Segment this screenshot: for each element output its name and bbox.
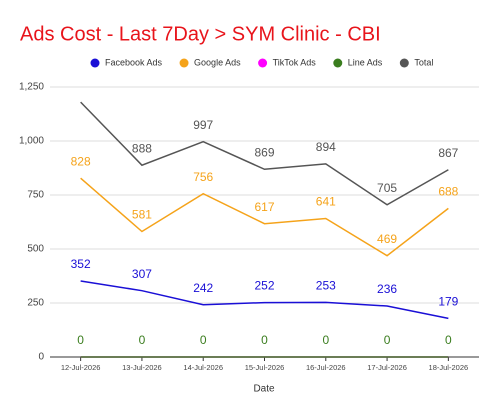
y-tick-label: 1,250: [19, 82, 44, 93]
legend-label: Google Ads: [194, 57, 241, 67]
y-tick-label: 250: [27, 298, 44, 309]
legend-label: Total: [414, 57, 433, 67]
data-label: 641: [316, 195, 336, 209]
data-label: 688: [438, 185, 458, 199]
data-label: 617: [254, 200, 274, 214]
legend-marker: [179, 58, 189, 68]
x-tick-label: 18-Jul-2026: [429, 363, 469, 372]
x-tick-label: 14-Jul-2026: [183, 363, 223, 372]
data-label: 179: [438, 295, 458, 309]
data-label: 756: [193, 170, 213, 184]
series-line: [80, 280, 449, 320]
data-label: 997: [193, 118, 213, 132]
data-label: 236: [377, 282, 397, 296]
y-tick-label: 1,000: [19, 136, 44, 147]
legend-marker: [90, 58, 100, 68]
x-axis-title: Date: [253, 384, 275, 395]
data-label: 0: [445, 333, 452, 347]
x-tick-label: 17-Jul-2026: [367, 363, 407, 372]
data-label: 352: [71, 257, 91, 271]
data-label: 867: [438, 146, 458, 160]
series-line: [80, 177, 449, 257]
chart-title: Ads Cost - Last 7Day > SYM Clinic - CBI: [20, 23, 381, 45]
series-line: [80, 101, 449, 206]
data-label: 252: [254, 279, 274, 293]
data-label: 869: [254, 145, 274, 159]
data-label: 0: [261, 333, 268, 347]
legend-marker: [258, 58, 268, 68]
x-tick-label: 15-Jul-2026: [245, 363, 285, 372]
legend-marker: [399, 58, 409, 68]
data-label: 0: [200, 333, 207, 347]
legend-label: TikTok Ads: [273, 57, 317, 67]
data-label: 828: [71, 154, 91, 168]
data-label: 0: [139, 333, 146, 347]
x-tick-label: 12-Jul-2026: [61, 363, 101, 372]
legend-label: Line Ads: [348, 57, 383, 67]
data-label: 0: [322, 333, 329, 347]
data-label: 242: [193, 281, 213, 295]
x-tick-label: 16-Jul-2026: [306, 363, 346, 372]
x-tick-label: 13-Jul-2026: [122, 363, 162, 372]
y-tick-label: 500: [27, 244, 44, 255]
data-label: 581: [132, 208, 152, 222]
data-label: 307: [132, 267, 152, 281]
data-label: 894: [316, 140, 336, 154]
legend-marker: [333, 58, 343, 68]
data-label: 0: [384, 333, 391, 347]
data-label: 705: [377, 181, 397, 195]
data-label: 469: [377, 232, 397, 246]
data-label: 888: [132, 141, 152, 155]
legend-label: Facebook Ads: [105, 57, 163, 67]
y-tick-label: 750: [27, 190, 44, 201]
y-tick-label: 0: [38, 352, 44, 363]
data-label: 253: [316, 279, 336, 293]
data-label: 0: [77, 333, 84, 347]
